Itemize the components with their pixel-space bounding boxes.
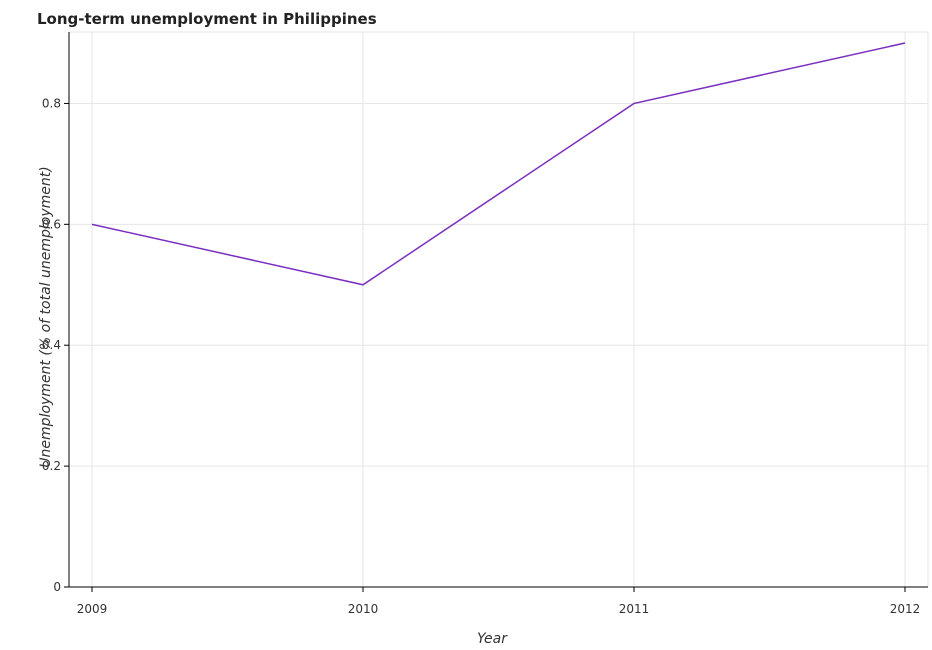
y-tick-label: 0.2 [42,459,61,473]
series-line [91,42,906,286]
y-tick-label: 0.4 [42,338,61,352]
y-axis-label: Unemployment (% of total unemployment) [38,166,54,467]
y-tick-label: 0.8 [42,96,61,110]
series-group [91,42,906,286]
y-axis-ticks: 0 0.2 0.4 0.6 0.8 [42,96,69,594]
x-axis-ticks: 2009 2010 2011 2012 [77,587,921,616]
x-tick-label: 2009 [77,602,108,616]
y-tick-label: 0 [53,580,61,594]
x-tick-label: 2011 [619,602,650,616]
x-axis-label: Year [477,631,508,647]
axes [68,32,928,588]
grid-lines [69,31,929,588]
x-tick-label: 2012 [890,602,921,616]
chart-title: Long-term unemployment in Philippines [37,10,377,28]
x-tick-label: 2010 [348,602,379,616]
y-tick-label: 0.6 [42,217,61,231]
